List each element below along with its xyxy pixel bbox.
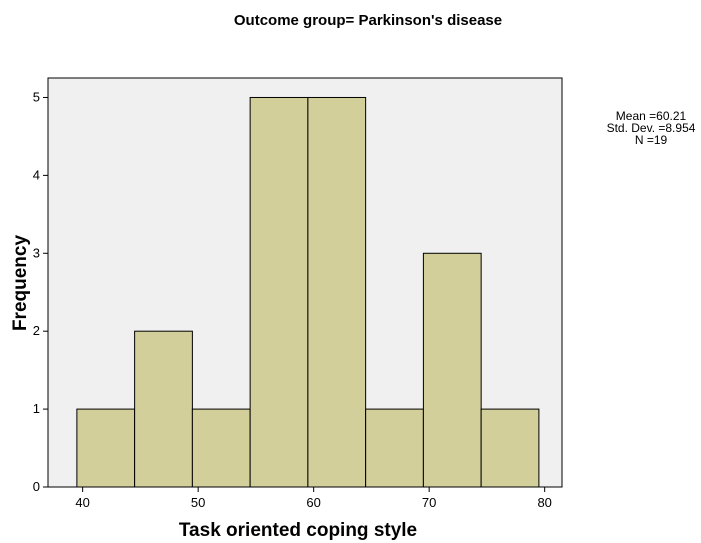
chart-title: Outcome group= Parkinson's disease	[233, 12, 503, 29]
axes-layer: 0 1 2 3 4 5 40 50 60 70 80	[33, 78, 562, 510]
histogram-bar-6	[365, 408, 424, 488]
stats-box: Mean =60.21 Std. Dev. =8.954 N =19	[596, 110, 701, 146]
histogram-bar-4	[249, 96, 309, 488]
x-axis-label: Task oriented coping style	[178, 520, 418, 541]
std-dev-stat: Std. Dev. =8.954	[606, 121, 696, 135]
y-tick-label: 0	[33, 479, 40, 494]
histogram-bar-1	[76, 408, 136, 488]
histogram-bar-8	[480, 408, 540, 488]
mean-stat: Mean =60.21	[615, 109, 687, 123]
y-tick-label: 5	[33, 89, 40, 104]
y-tick-label: 4	[33, 167, 40, 182]
histogram-bar-3	[191, 408, 251, 488]
histogram-bar-5	[307, 96, 367, 488]
histogram-bar-2	[134, 330, 193, 488]
histogram-bar-7	[422, 252, 482, 488]
y-axis-label: Frequency	[10, 234, 31, 332]
y-tick-label: 3	[33, 245, 40, 260]
x-tick-label: 50	[191, 495, 205, 510]
y-tick-label: 1	[33, 401, 40, 416]
n-stat: N =19	[634, 133, 668, 147]
bars-layer	[76, 96, 540, 488]
x-tick-label: 70	[422, 495, 436, 510]
x-tick-label: 40	[75, 495, 89, 510]
x-tick-label: 60	[306, 495, 320, 510]
y-tick-label: 2	[33, 323, 40, 338]
x-tick-label: 80	[537, 495, 551, 510]
